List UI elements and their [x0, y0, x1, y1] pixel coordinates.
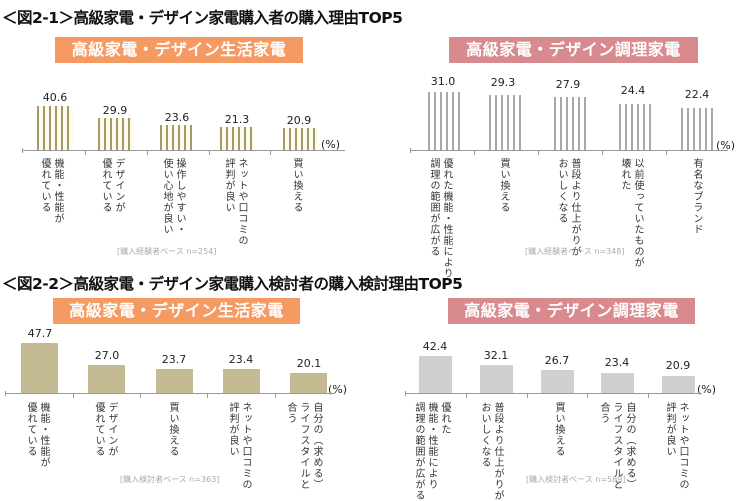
unit-label: (%) [716, 139, 736, 152]
bar [662, 376, 695, 393]
bar [419, 356, 452, 393]
bar-value: 31.0 [430, 75, 456, 88]
category-label: デザインが 優れている [100, 158, 124, 213]
category-label: 機能・性能が 優れている [39, 158, 63, 224]
bar-value: 27.0 [94, 349, 120, 362]
axis-tick [474, 150, 475, 155]
chart-header: 高級家電・デザイン調理家電 [449, 37, 698, 63]
axis-tick [666, 150, 667, 155]
sample-base-note: [購入検討者ベース n=363] [120, 475, 220, 484]
axis-tick [466, 393, 467, 398]
sample-base-note: [購入経験者ベース n=254] [117, 247, 217, 256]
category-label: 買い換える [167, 402, 178, 457]
category-label: 自分の（求める） ライフスタイルと 合う [285, 402, 322, 490]
bar [290, 373, 327, 393]
bar-value: 23.4 [604, 356, 630, 369]
bar-value: 20.1 [296, 357, 322, 370]
sample-base-note: [購入検討者ベース n=589] [526, 475, 626, 484]
axis-tick [527, 393, 528, 398]
category-label: ネットや口コミの 評判が良い [227, 402, 251, 490]
bar-value: 20.9 [665, 359, 691, 372]
axis-tick [5, 391, 6, 396]
bar [98, 118, 134, 150]
category-label: 普段より仕上がりが おいしくなる [479, 402, 503, 501]
category-label: 以前使っていたものが 壊れた [619, 158, 643, 268]
category-label: 自分の（求める） ライフスタイルと 合う [598, 402, 635, 490]
bar-value: 42.4 [422, 340, 448, 353]
unit-label: (%) [321, 138, 341, 151]
bar-value: 40.6 [42, 91, 68, 104]
figure-2-1-title: ＜図2-1＞高級家電・デザイン家電購入者の購入理由TOP5 [2, 9, 403, 27]
axis-tick [147, 150, 148, 155]
unit-label: (%) [328, 383, 348, 396]
axis-tick [275, 393, 276, 398]
axis-tick [73, 393, 74, 398]
chart-header: 高級家電・デザイン生活家電 [55, 37, 303, 63]
bar-value: 26.7 [544, 354, 570, 367]
bar [223, 369, 260, 393]
bar [619, 104, 651, 150]
category-label: 機能・性能が 優れている [25, 402, 49, 468]
bar [480, 365, 513, 393]
bar [220, 127, 254, 150]
axis-tick [85, 150, 86, 155]
bar-value: 23.6 [164, 111, 190, 124]
axis-tick [405, 391, 406, 396]
category-label: 買い換える [553, 402, 564, 457]
axis-tick [209, 150, 210, 155]
axis-tick [602, 150, 603, 155]
category-label: 操作しやすい・ 使い心地が良い [161, 158, 185, 235]
bar [21, 343, 58, 393]
category-label: 優れた機能・性能により 調理の範囲が広がる [428, 158, 452, 279]
bar [428, 92, 460, 150]
axis-tick [587, 393, 588, 398]
bar-value: 29.3 [490, 76, 516, 89]
x-axis [5, 393, 335, 394]
bar-value: 29.9 [102, 104, 128, 117]
bar [681, 108, 713, 150]
bar-value: 23.7 [161, 353, 187, 366]
bar [601, 373, 634, 393]
x-axis [410, 150, 728, 151]
category-label: 買い換える [498, 158, 509, 213]
axis-tick [207, 393, 208, 398]
bar [541, 370, 574, 393]
bar-value: 47.7 [27, 327, 53, 340]
axis-tick [410, 148, 411, 153]
x-axis [22, 150, 345, 151]
axis-tick [270, 150, 271, 155]
figure-2-2-title: ＜図2-2＞高級家電・デザイン家電購入検討者の購入検討理由TOP5 [2, 275, 463, 293]
category-label: 有名なブランド [691, 158, 702, 235]
axis-tick [140, 393, 141, 398]
x-axis [405, 393, 702, 394]
bar [156, 369, 193, 393]
chart-header: 高級家電・デザイン調理家電 [448, 298, 695, 324]
bar [160, 125, 192, 150]
category-label: 優れた 機能・性能により 調理の範囲が広がる [413, 402, 450, 501]
bar-value: 27.9 [555, 78, 581, 91]
bar [88, 365, 125, 393]
bar [554, 97, 588, 150]
axis-tick [648, 393, 649, 398]
category-label: ネットや口コミの 評判が良い [223, 158, 247, 246]
bar-value: 23.4 [228, 353, 254, 366]
category-label: 買い換える [291, 158, 302, 213]
bar-value: 22.4 [684, 88, 710, 101]
bar [283, 128, 317, 150]
bar [489, 95, 523, 150]
unit-label: (%) [697, 383, 717, 396]
bar-value: 21.3 [224, 113, 250, 126]
sample-base-note: [購入経験者ベース n=348] [525, 247, 625, 256]
bar-value: 20.9 [286, 114, 312, 127]
chart-header: 高級家電・デザイン生活家電 [53, 298, 300, 324]
category-label: 普段より仕上がりが おいしくなる [556, 158, 580, 257]
axis-tick [22, 148, 23, 153]
bar-value: 32.1 [483, 349, 509, 362]
category-label: デザインが 優れている [93, 402, 117, 457]
bar [37, 106, 73, 150]
bar-value: 24.4 [620, 84, 646, 97]
category-label: ネットや口コミの 評判が良い [664, 402, 688, 490]
axis-tick [538, 150, 539, 155]
